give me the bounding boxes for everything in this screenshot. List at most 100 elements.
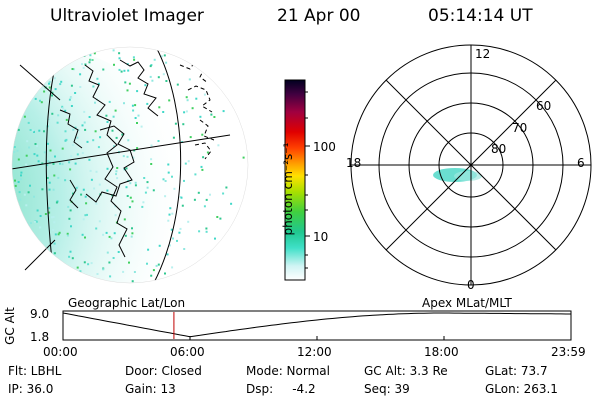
- speckle-pixel: [21, 93, 24, 96]
- speckle-pixel: [49, 149, 52, 152]
- speckle-pixel: [198, 230, 201, 233]
- speckle-pixel: [53, 252, 56, 255]
- speckle-pixel: [81, 63, 83, 66]
- grid-line: [12, 134, 231, 171]
- speckle-pixel: [225, 186, 228, 189]
- speckle-pixel: [183, 111, 186, 114]
- speckle-pixel: [98, 183, 101, 186]
- speckle-pixel: [25, 50, 28, 53]
- speckle-pixel: [69, 250, 72, 253]
- speckle-pixel: [84, 195, 87, 198]
- speckle-pixel: [84, 128, 87, 131]
- speckle-pixel: [149, 65, 152, 68]
- speckle-pixel: [181, 204, 184, 207]
- speckle-pixel: [88, 61, 91, 64]
- speckle-pixel: [17, 128, 20, 131]
- speckle-pixel: [133, 58, 136, 61]
- speckle-pixel: [143, 177, 146, 179]
- speckle-pixel: [224, 244, 227, 247]
- speckle-pixel: [48, 117, 51, 120]
- speckle-pixel: [106, 251, 109, 254]
- speckle-pixel: [18, 191, 21, 194]
- coastline: [59, 109, 83, 209]
- speckle-pixel: [178, 51, 181, 54]
- lat-label: 60: [536, 99, 552, 113]
- speckle-pixel: [194, 173, 197, 176]
- speckle-pixel: [25, 204, 28, 207]
- timeline-left-label: Geographic Lat/Lon: [68, 296, 186, 310]
- speckle-pixel: [54, 155, 56, 158]
- speckle-pixel: [169, 207, 172, 210]
- speckle-pixel: [136, 122, 138, 124]
- speckle-pixel: [84, 236, 86, 239]
- speckle-pixel: [48, 188, 51, 191]
- speckle-pixel: [61, 163, 64, 166]
- speckle-pixel: [205, 198, 208, 201]
- speckle-pixel: [48, 207, 51, 210]
- speckle-pixel: [69, 168, 72, 171]
- speckle-pixel: [76, 185, 79, 188]
- speckle-pixel: [90, 262, 93, 265]
- speckle-pixel: [109, 275, 112, 278]
- speckle-pixel: [219, 217, 222, 220]
- speckle-pixel: [38, 273, 41, 276]
- speckle-pixel: [167, 219, 170, 222]
- speckle-pixel: [60, 80, 63, 83]
- speckle-pixel: [136, 147, 139, 150]
- speckle-pixel: [76, 136, 79, 139]
- speckle-pixel: [36, 154, 39, 157]
- speckle-pixel: [165, 80, 168, 82]
- speckle-pixel: [95, 202, 98, 205]
- speckle-pixel: [217, 144, 220, 147]
- speckle-pixel: [32, 61, 35, 63]
- speckle-pixel: [130, 235, 133, 238]
- speckle-pixel: [123, 218, 126, 221]
- speckle-pixel: [132, 109, 135, 112]
- speckle-pixel: [126, 195, 129, 197]
- speckle-pixel: [64, 179, 67, 182]
- speckle-pixel: [56, 63, 59, 66]
- speckle-pixel: [35, 220, 38, 223]
- speckle-pixel: [54, 88, 57, 91]
- speckle-pixel: [127, 139, 130, 142]
- speckle-pixel: [52, 216, 55, 218]
- speckle-pixel: [20, 171, 23, 174]
- speckle-pixel: [56, 274, 59, 277]
- speckle-pixel: [85, 202, 88, 205]
- speckle-pixel: [133, 271, 136, 273]
- speckle-pixel: [21, 77, 24, 80]
- speckle-pixel: [25, 256, 28, 259]
- speckle-pixel: [106, 121, 109, 123]
- speckle-pixel: [185, 110, 188, 113]
- speckle-pixel: [27, 191, 30, 194]
- speckle-pixel: [125, 186, 128, 189]
- coastline: [119, 59, 159, 117]
- speckle-pixel: [167, 163, 170, 166]
- coastline: [85, 125, 135, 203]
- speckle-pixel: [131, 227, 133, 230]
- speckle-pixel: [81, 233, 84, 236]
- timeline-frame: [62, 310, 572, 341]
- timeline-axis-label: GC Alt: [3, 307, 17, 345]
- speckle-pixel: [149, 75, 152, 78]
- speckle-pixel: [54, 67, 57, 70]
- speckle-pixel: [110, 237, 113, 240]
- speckle-pixel: [79, 52, 82, 54]
- instrument-title: Ultraviolet Imager: [50, 6, 204, 26]
- speckle-pixel: [129, 196, 132, 199]
- speckle-pixel: [55, 201, 58, 204]
- speckle-pixel: [48, 86, 51, 89]
- speckle-pixel: [72, 128, 75, 131]
- speckle-pixel: [171, 266, 174, 269]
- speckle-pixel: [117, 251, 120, 253]
- speckle-pixel: [32, 86, 34, 89]
- speckle-pixel: [68, 255, 71, 258]
- speckle-pixel: [46, 164, 49, 167]
- speckle-pixel: [18, 216, 21, 218]
- speckle-pixel: [169, 244, 171, 247]
- speckle-pixel: [98, 220, 101, 223]
- speckle-pixel: [17, 158, 20, 161]
- mode-status: Mode: Normal: [246, 364, 330, 378]
- speckle-pixel: [172, 237, 174, 240]
- speckle-pixel: [69, 60, 72, 62]
